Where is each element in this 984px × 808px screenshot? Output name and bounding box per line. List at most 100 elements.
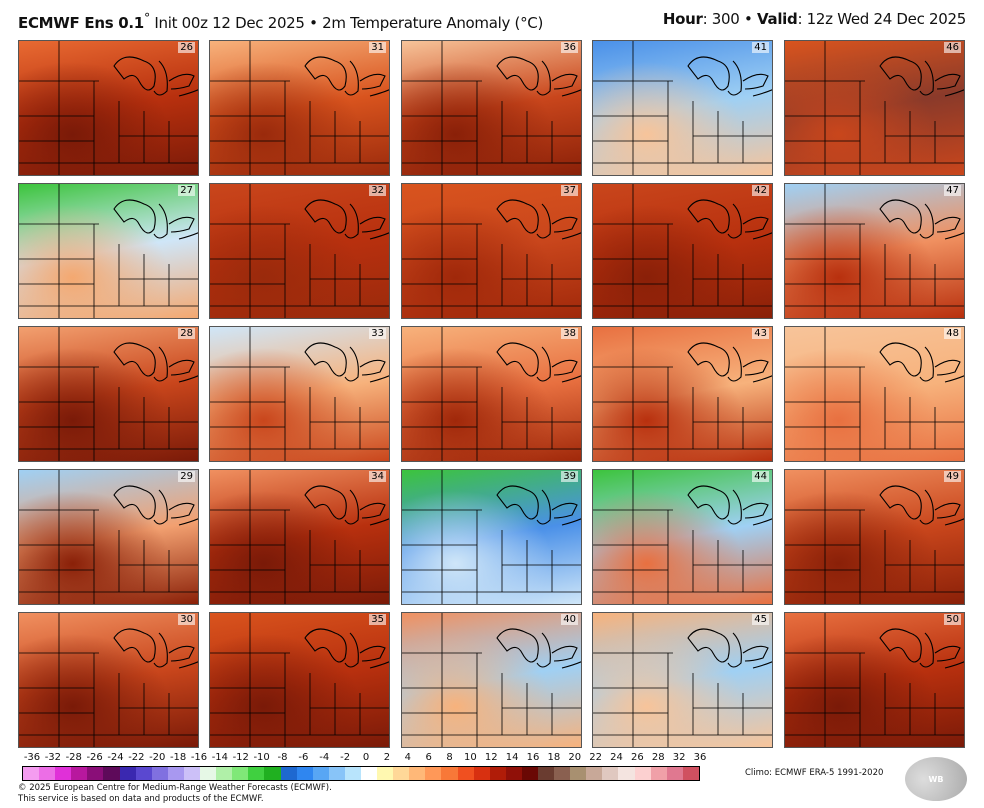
colorbar-swatch: [634, 767, 651, 780]
colorbar-swatch: [586, 767, 603, 780]
colorbar-tick-label: -36: [23, 752, 41, 763]
colorbar-swatch: [312, 767, 329, 780]
colorbar-tick-label: -26: [86, 752, 103, 763]
colorbar-tick-label: -32: [44, 752, 62, 763]
state-borders: [593, 613, 772, 747]
member-number: 28: [178, 328, 195, 339]
colorbar-swatch: [167, 767, 184, 780]
state-borders: [402, 470, 581, 604]
state-borders: [785, 327, 964, 461]
colorbar-swatch: [280, 767, 297, 780]
colorbar-tick-label: 4: [404, 752, 411, 763]
state-borders: [210, 184, 389, 318]
member-map-panel: 44: [592, 469, 773, 605]
member-number: 33: [369, 328, 386, 339]
member-number: 38: [561, 328, 578, 339]
colorbar-swatch: [23, 767, 40, 780]
colorbar-swatch: [473, 767, 490, 780]
colorbar-ticks: -36 -32 -28 -26 -24 -22 -20 -18 -16 -14 -12 -10 -8 -6…: [22, 752, 707, 764]
colorbar-swatch: [682, 767, 699, 780]
colorbar-swatch: [666, 767, 683, 780]
member-number: 36: [561, 42, 578, 53]
chart-title: ECMWF Ens 0.1° Init 00z 12 Dec 2025 • 2m…: [18, 10, 544, 32]
colorbar-swatch: [200, 767, 217, 780]
member-number: 31: [369, 42, 386, 53]
state-borders: [19, 470, 198, 604]
colorbar-swatch: [409, 767, 426, 780]
state-borders: [785, 184, 964, 318]
colorbar-tick-label: -2: [340, 752, 351, 763]
colorbar-tick-label: -20: [149, 752, 166, 763]
colorbar-tick-label: 16: [526, 752, 540, 763]
colorbar-swatch: [39, 767, 56, 780]
member-map-panel: 32: [209, 183, 390, 319]
colorbar-swatch: [554, 767, 571, 780]
member-map-panel: 43: [592, 326, 773, 462]
member-map-panel: 50: [784, 612, 965, 748]
colorbar-tick-label: 26: [631, 752, 644, 763]
member-number: 46: [944, 42, 961, 53]
state-borders: [785, 41, 964, 175]
member-number: 42: [752, 185, 769, 196]
weatherbell-logo: WB: [905, 757, 967, 801]
member-map-panel: 36: [401, 40, 582, 176]
colorbar-tick-label: 6: [425, 752, 432, 763]
service-note: This service is based on data and produc…: [18, 794, 264, 804]
member-number: 40: [561, 614, 578, 625]
member-number: 41: [752, 42, 769, 53]
member-map-panel: 40: [401, 612, 582, 748]
colorbar-tick-label: 8: [446, 752, 453, 763]
colorbar-swatch: [650, 767, 667, 780]
member-number: 44: [752, 471, 769, 482]
colorbar-swatch: [248, 767, 265, 780]
colorbar-swatch: [232, 767, 249, 780]
colorbar-swatch: [393, 767, 410, 780]
member-number: 27: [178, 185, 195, 196]
colorbar-swatch: [216, 767, 233, 780]
member-number: 30: [178, 614, 195, 625]
colorbar-swatch: [296, 767, 313, 780]
colorbar-swatch: [505, 767, 522, 780]
colorbar-swatch: [183, 767, 201, 780]
state-borders: [19, 41, 198, 175]
colorbar-swatch: [618, 767, 635, 780]
colorbar-tick-label: -10: [253, 752, 270, 763]
colorbar-tick-label: -22: [128, 752, 145, 763]
state-borders: [402, 327, 581, 461]
member-number: 47: [944, 185, 961, 196]
colorbar-tick-label: 20: [568, 752, 582, 763]
colorbar-tick-label: 0: [362, 752, 370, 763]
member-number: 37: [561, 185, 578, 196]
member-map-panel: 29: [18, 469, 199, 605]
state-borders: [402, 184, 581, 318]
colorbar-tick-label: -4: [319, 752, 330, 763]
colorbar-swatch: [521, 767, 538, 780]
colorbar-swatch: [151, 767, 168, 780]
colorbar-swatch: [489, 767, 506, 780]
member-number: 45: [752, 614, 769, 625]
member-number: 48: [944, 328, 961, 339]
climo-note: Climo: ECMWF ERA-5 1991-2020: [745, 768, 884, 778]
colorbar-swatch: [538, 767, 555, 780]
member-number: 32: [369, 185, 386, 196]
colorbar-tick-label: -12: [232, 752, 249, 763]
state-borders: [785, 470, 964, 604]
member-map-panel: 37: [401, 183, 582, 319]
colorbar-swatch: [360, 767, 378, 780]
member-map-panel: 38: [401, 326, 582, 462]
colorbar-tick-label: -6: [298, 752, 309, 763]
state-borders: [19, 613, 198, 747]
colorbar-tick-label: -8: [277, 752, 288, 763]
colorbar-swatch: [328, 767, 345, 780]
member-map-panel: 45: [592, 612, 773, 748]
member-map-panel: 30: [18, 612, 199, 748]
colorbar-swatch: [55, 767, 72, 780]
colorbar-tick-label: 10: [464, 752, 477, 763]
colorbar-swatch: [264, 767, 281, 780]
colorbar-swatch: [441, 767, 458, 780]
state-borders: [593, 327, 772, 461]
state-borders: [402, 41, 581, 175]
member-map-panel: 34: [209, 469, 390, 605]
colorbar-swatch: [87, 767, 104, 780]
colorbar-swatch: [570, 767, 587, 780]
